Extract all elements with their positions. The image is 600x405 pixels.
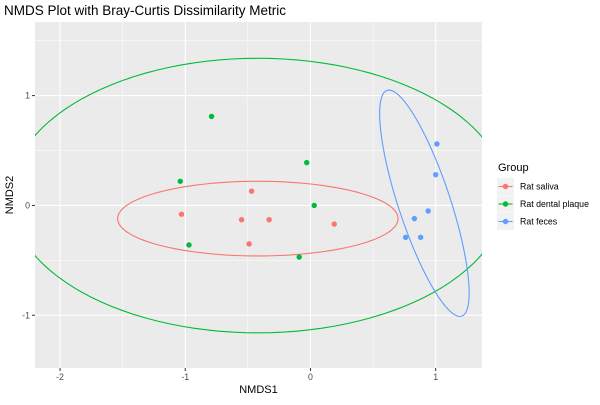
point-rat-saliva xyxy=(246,241,252,247)
point-rat-feces xyxy=(432,171,439,178)
point-rat-feces xyxy=(434,141,440,147)
plot-panel xyxy=(35,22,482,368)
ellipse-rat-dental-plaque xyxy=(35,57,482,334)
ellipse-rat-saliva xyxy=(117,180,399,257)
point-rat-saliva xyxy=(331,221,337,227)
x-tick-label: -2 xyxy=(56,372,64,382)
legend: Group Rat saliva Rat dental plaque Rat fec… xyxy=(497,162,589,230)
legend-title: Group xyxy=(498,162,529,174)
x-tick-label: 0 xyxy=(308,372,313,382)
ellipse-layer xyxy=(35,57,482,334)
x-tick-label: 1 xyxy=(433,372,438,382)
point-rat-feces xyxy=(402,234,409,240)
y-tick-label: 0 xyxy=(25,200,30,210)
y-axis-label: NMDS2 xyxy=(4,176,16,215)
point-rat-feces xyxy=(417,234,424,240)
x-tick-label: -1 xyxy=(181,372,189,382)
point-rat-feces xyxy=(425,208,431,214)
point-rat-dental-plaque xyxy=(208,113,215,120)
y-tick-label: -1 xyxy=(22,310,30,320)
legend-key-point xyxy=(502,218,509,225)
chart-title: NMDS Plot with Bray-Curtis Dissimilarity… xyxy=(4,3,286,18)
point-rat-dental-plaque xyxy=(186,242,192,248)
point-rat-feces xyxy=(411,215,418,222)
grid-layer xyxy=(35,22,482,368)
point-rat-dental-plaque xyxy=(311,202,317,209)
point-rat-saliva xyxy=(266,217,272,223)
legend-label-rat-dental-plaque: Rat dental plaque xyxy=(520,199,589,209)
point-layer xyxy=(177,113,440,260)
point-rat-saliva xyxy=(238,217,245,223)
axis-layer: -2 -1 0 1 -1 0 1 xyxy=(22,91,438,382)
ellipse-rat-feces xyxy=(379,89,470,317)
point-rat-saliva xyxy=(178,211,185,217)
point-rat-saliva xyxy=(248,188,255,194)
point-rat-dental-plaque xyxy=(296,254,302,260)
legend-key-point xyxy=(502,201,509,207)
point-rat-dental-plaque xyxy=(177,178,183,184)
point-rat-dental-plaque xyxy=(304,159,310,166)
legend-items: Rat saliva Rat dental plaque Rat feces xyxy=(497,178,589,230)
legend-label-rat-feces: Rat feces xyxy=(520,217,558,227)
legend-label-rat-saliva: Rat saliva xyxy=(520,182,559,192)
legend-key-point xyxy=(502,183,509,190)
x-axis-label: NMDS1 xyxy=(239,384,278,396)
y-tick-label: 1 xyxy=(25,91,30,101)
